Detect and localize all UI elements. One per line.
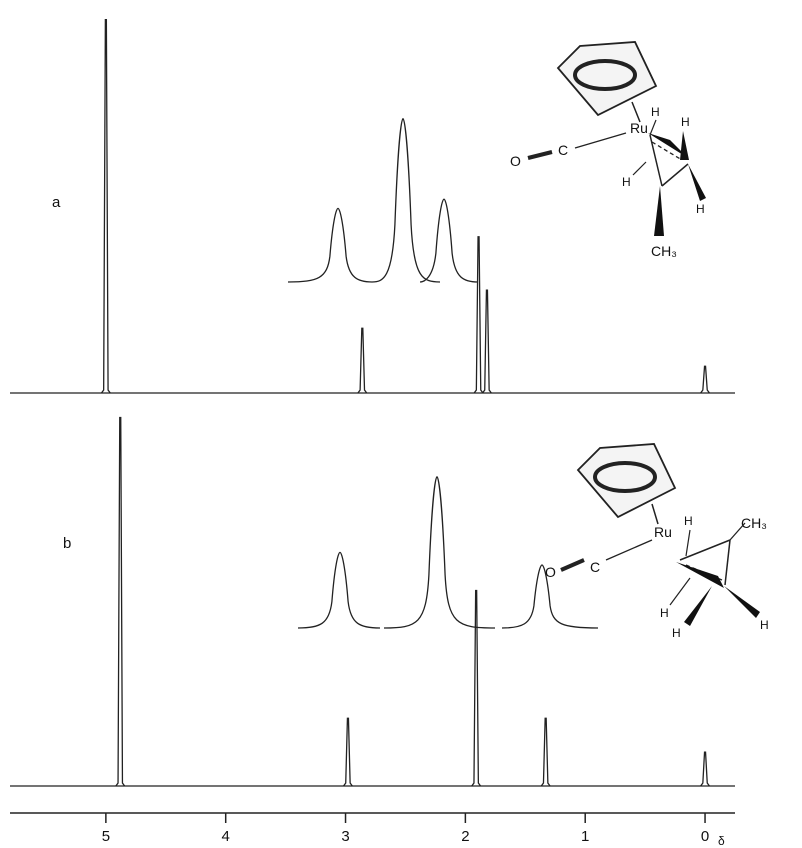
tick-label-0: 0 (701, 828, 709, 845)
peak-a-2 (473, 236, 484, 394)
atom-c-a: C (558, 142, 568, 158)
atom-ru-b: Ru (654, 524, 672, 540)
atom-h1-a: H (651, 105, 660, 119)
peak-a-3 (482, 289, 492, 394)
peak-b-3 (540, 717, 551, 787)
bond-h1-a (649, 119, 657, 136)
structure-a: Ru O C H H H H CH₃ (510, 41, 706, 259)
peak-b-1 (343, 717, 353, 787)
spectrum-panel-b: b Ru O C H H H H CH₃ (10, 416, 769, 787)
inset-peak-a-2 (419, 198, 479, 283)
allyl-bond-b1 (679, 539, 731, 561)
peak-b-4 (700, 751, 710, 787)
bond-ring-ru-a (631, 101, 641, 123)
tick-label-4: 4 (222, 828, 230, 845)
tick-label-5: 5 (102, 828, 110, 845)
peak-b-2 (471, 589, 482, 787)
inset-b (297, 476, 599, 629)
wedge-h4-a (688, 164, 706, 201)
cyclopentadienyl-ring-b (576, 443, 677, 519)
atom-h3-b: H (672, 626, 681, 640)
inset-peak-b-2 (501, 564, 599, 629)
atom-ru-a: Ru (630, 120, 648, 136)
atom-c-b: C (590, 559, 600, 575)
inset-peak-a-0 (287, 207, 373, 283)
atom-h3-a: H (622, 175, 631, 189)
cyclopentadienyl-ring-a (556, 41, 658, 117)
wedge-ch3-a (654, 186, 664, 236)
bond-h2-b (669, 577, 691, 606)
inset-peak-b-1 (383, 476, 496, 629)
delta-axis: 5 4 3 2 1 0 δ (10, 812, 735, 848)
panel-label-b: b (63, 535, 71, 552)
axis-label-delta: δ (718, 834, 725, 848)
bond-h1-b (685, 529, 691, 557)
peak-a-4 (700, 365, 710, 394)
tick-label-1: 1 (581, 828, 589, 845)
atom-h4-a: H (696, 202, 705, 216)
allyl-wedge-a (648, 133, 688, 158)
peaks-b (115, 416, 710, 787)
tick-label-2: 2 (461, 828, 469, 845)
atom-ch3-b: CH₃ (741, 515, 767, 531)
inset-peak-b-0 (297, 551, 381, 629)
panel-label-a: a (52, 194, 61, 211)
bond-ch3-b (729, 522, 746, 541)
atom-o-b: O (545, 564, 556, 580)
wedge-h4-b (724, 586, 760, 618)
spectrum-panel-a: a Ru O C H H H H CH₃ (10, 18, 735, 394)
bond-o-c-a (527, 150, 553, 160)
peak-a-1 (357, 327, 368, 394)
atom-h2-a: H (681, 115, 690, 129)
bond-h3-a (632, 161, 647, 176)
axis-ticks: 5 4 3 2 1 0 (102, 813, 709, 845)
allyl-bond-b2 (724, 539, 731, 586)
tick-label-3: 3 (341, 828, 349, 845)
allyl-bond-a2 (661, 163, 689, 187)
inset-a (287, 118, 479, 283)
wedge-h3-b (684, 586, 712, 626)
peak-b-0 (115, 416, 126, 787)
peaks-a (100, 18, 710, 394)
ring-aromatic-ellipse-a (573, 59, 637, 91)
bond-c-ru-b (605, 539, 653, 561)
bond-c-ru-a (574, 132, 627, 149)
ring-aromatic-ellipse-b (593, 461, 657, 493)
atom-h4-b: H (760, 618, 769, 632)
wedge-h2-a (680, 131, 689, 160)
inset-peak-a-1 (371, 118, 441, 283)
atom-h1-b: H (684, 514, 693, 528)
allyl-bond-a1 (649, 134, 663, 187)
peak-a-0 (100, 18, 111, 394)
bond-o-c-b (560, 558, 585, 572)
bond-ring-ru-b (651, 503, 659, 525)
atom-ch3-a: CH₃ (651, 243, 677, 259)
atom-o-a: O (510, 153, 521, 169)
allyl-dashed-a (651, 141, 683, 161)
structure-b: Ru O C H H H H CH₃ (545, 443, 769, 640)
allyl-wedge-b (676, 562, 724, 588)
atom-h2-b: H (660, 606, 669, 620)
